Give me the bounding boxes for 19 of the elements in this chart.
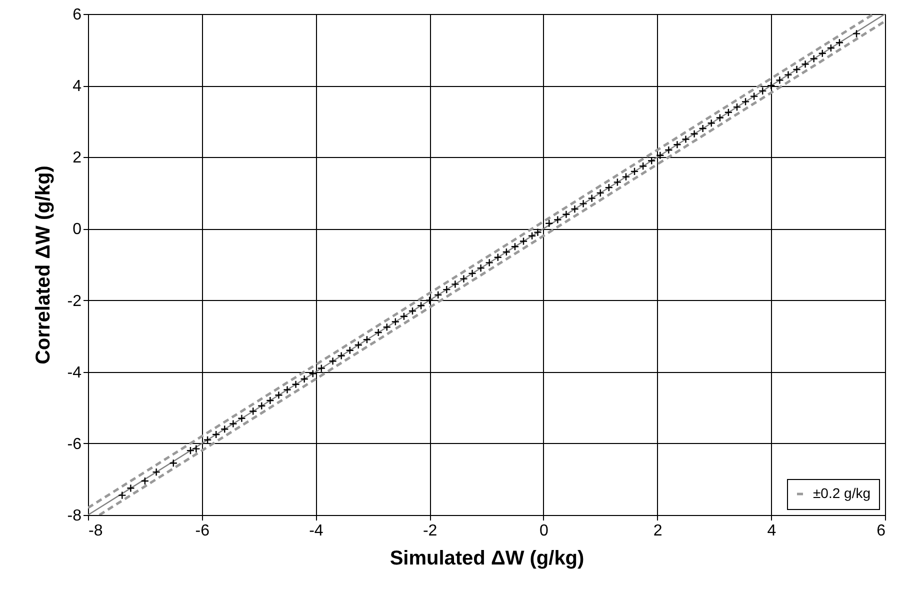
y-tick-label: 4 — [72, 78, 82, 96]
y-tick-label: -8 — [67, 508, 82, 524]
x-tick-label: 2 — [653, 522, 662, 540]
y-tick-label: -6 — [67, 436, 82, 453]
x-tick-label: 6 — [876, 522, 886, 540]
y-tick-label: 6 — [72, 6, 82, 24]
x-tick-label: 4 — [767, 522, 776, 540]
x-tick-label: 0 — [539, 522, 548, 540]
x-tick-label: -2 — [422, 522, 438, 540]
x-axis-title: Simulated ΔW (g/kg) — [390, 548, 584, 570]
x-tick-label: -8 — [88, 522, 103, 540]
y-tick-label: 0 — [72, 221, 82, 238]
legend-label: ±0.2 g/kg — [813, 485, 870, 501]
x-tick-label: -4 — [309, 522, 324, 540]
y-axis-title: Correlated ΔW (g/kg) — [32, 166, 54, 364]
y-tick-label: -4 — [67, 364, 82, 382]
x-tick-label: -6 — [195, 522, 210, 540]
y-tick-label: 2 — [72, 150, 82, 167]
y-tick-label: -2 — [67, 292, 82, 310]
